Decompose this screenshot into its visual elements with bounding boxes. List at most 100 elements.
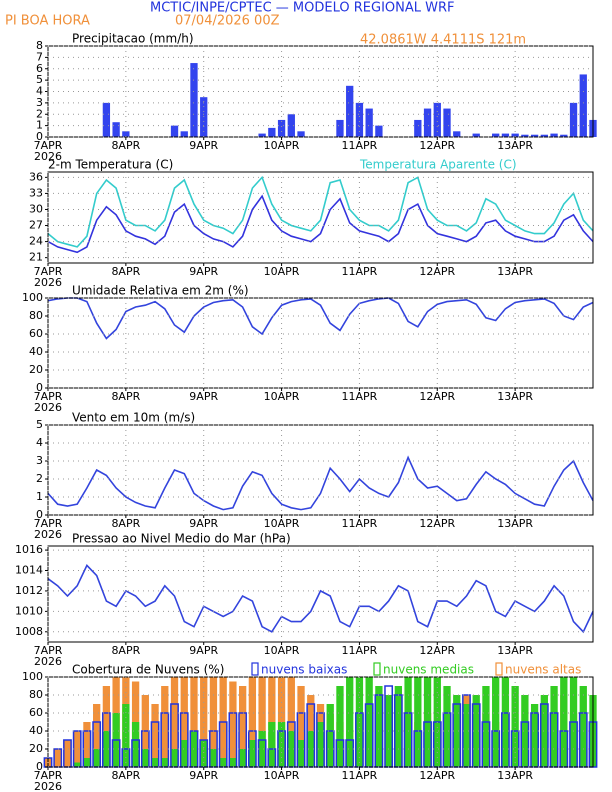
bar (297, 131, 305, 137)
bar (346, 85, 354, 137)
y-tick-label: 60 (29, 327, 43, 340)
x-tick-label: 10APR (264, 265, 300, 278)
bar (151, 704, 159, 767)
bar (287, 731, 295, 767)
bar (83, 722, 91, 767)
x-tick-label: 8APR (111, 517, 140, 530)
bar (365, 677, 373, 767)
bar (336, 686, 344, 767)
x-tick-label: 10APR (264, 390, 300, 403)
bar (229, 681, 237, 767)
legend-label: nuvens medias (383, 663, 474, 677)
bar (375, 125, 383, 137)
bar (248, 740, 257, 767)
y-tick-label: 33 (29, 186, 43, 199)
panel-title: Precipitacao (mm/h) (72, 32, 194, 46)
x-tick-label: 10APR (264, 139, 300, 152)
bar (180, 131, 188, 137)
x-tick-label: 7APR (34, 139, 63, 152)
bar (346, 677, 354, 767)
bar (297, 740, 305, 767)
x-tick-label: 12APR (419, 517, 455, 530)
bar (54, 749, 62, 767)
bar (579, 74, 587, 137)
bar (307, 731, 315, 767)
bar (277, 119, 286, 137)
x-tick-label: 10APR (264, 517, 300, 530)
bar (170, 677, 179, 767)
x-tick-label: 8APR (111, 139, 140, 152)
page-title: MCTIC/INPE/CPTEC — MODELO REGIONAL WRF (150, 1, 455, 16)
x-tick-label: 13APR (497, 517, 533, 530)
bar (102, 731, 111, 767)
bar (433, 102, 441, 137)
x-tick-label: 12APR (419, 390, 455, 403)
bar (190, 63, 198, 137)
series-line (47, 455, 594, 511)
y-tick-label: 0 (36, 760, 43, 773)
x-tick-label: 10APR (264, 644, 300, 657)
bar (501, 677, 510, 767)
y-tick-label: 36 (29, 170, 43, 183)
bar (102, 102, 111, 137)
bar (530, 704, 539, 767)
x-tick-label: 9APR (189, 139, 218, 152)
bar (492, 133, 500, 137)
x-tick-label: 9APR (189, 769, 218, 782)
bar (336, 119, 344, 137)
bar (521, 695, 529, 767)
series-line (47, 297, 594, 340)
x-year-label: 2026 (34, 150, 62, 163)
y-tick-label: 3 (36, 454, 43, 467)
bar (414, 119, 422, 137)
x-tick-label: 9APR (189, 390, 218, 403)
bar (122, 704, 130, 767)
bar (170, 125, 179, 137)
x-tick-label: 9APR (189, 644, 218, 657)
x-tick-label: 13APR (497, 769, 533, 782)
x-tick-label: 13APR (497, 265, 533, 278)
run-date: 07/04/2026 00Z (175, 14, 280, 29)
bar (453, 131, 461, 137)
bar (297, 686, 305, 767)
bar (462, 704, 471, 767)
bar (492, 677, 500, 767)
y-tick-label: 1008 (15, 625, 43, 638)
bar (83, 758, 91, 767)
bar (423, 108, 432, 137)
series-line (47, 194, 594, 254)
x-tick-label: 12APR (419, 769, 455, 782)
y-tick-label: 1 (36, 119, 43, 132)
panel-title: Umidade Relativa em 2m (%) (72, 284, 249, 298)
x-tick-label: 7APR (34, 517, 63, 530)
bar (521, 134, 529, 137)
x-tick-label: 8APR (111, 265, 140, 278)
legend-swatch (251, 662, 259, 676)
y-tick-label: 0 (36, 381, 43, 394)
bar (501, 133, 510, 137)
y-tick-label: 40 (29, 724, 43, 737)
y-tick-label: 40 (29, 345, 43, 358)
bar (326, 704, 334, 767)
x-tick-label: 8APR (111, 769, 140, 782)
y-tick-label: 80 (29, 688, 43, 701)
bar (131, 722, 140, 767)
y-tick-label: 6 (36, 62, 43, 75)
bar (453, 695, 461, 767)
x-tick-label: 13APR (497, 139, 533, 152)
legend-label: nuvens baixas (261, 663, 347, 677)
y-tick-label: 2 (36, 107, 43, 120)
y-tick-label: 30 (29, 202, 43, 215)
bar (93, 749, 101, 767)
bar (355, 102, 364, 137)
y-tick-label: 60 (29, 706, 43, 719)
y-tick-label: 27 (29, 219, 43, 232)
x-tick-label: 7APR (34, 265, 63, 278)
bar (63, 740, 72, 767)
bar (248, 677, 257, 767)
bar (540, 695, 548, 767)
bar (73, 762, 81, 767)
x-tick-label: 12APR (419, 139, 455, 152)
bar (277, 722, 286, 767)
